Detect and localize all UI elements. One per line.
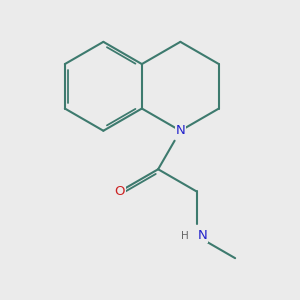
Text: N: N <box>176 124 185 137</box>
Text: H: H <box>181 231 189 241</box>
Text: O: O <box>114 185 125 198</box>
Text: N: N <box>198 230 208 242</box>
